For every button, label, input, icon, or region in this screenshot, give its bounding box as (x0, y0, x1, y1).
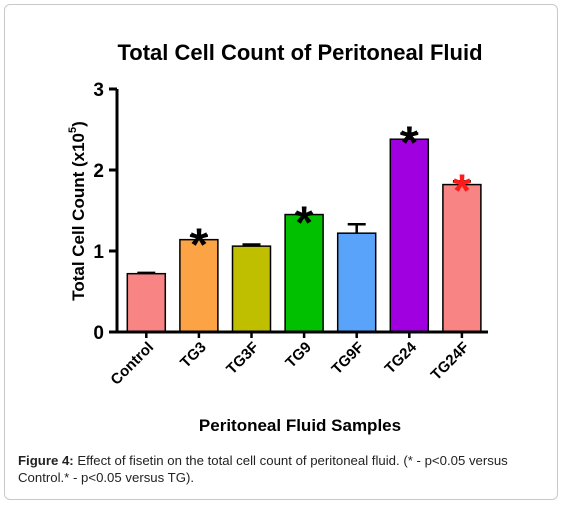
caption-text: Effect of fisetin on the total cell coun… (18, 453, 508, 485)
y-axis-label-close: ) (69, 121, 88, 127)
y-tick-label-2: 2 (93, 161, 104, 182)
y-tick-label-3: 3 (93, 80, 104, 101)
y-tick-label-0: 0 (93, 323, 104, 344)
significance-marker-TG9: * (295, 197, 313, 249)
bar-TG24 (389, 138, 430, 333)
x-tick-label-TG3F: TG3F (223, 339, 262, 378)
bar-TG3F (231, 245, 272, 333)
significance-marker-TG24F: * (453, 164, 471, 216)
y-axis-label-superscript: 5 (67, 127, 79, 133)
x-axis-label: Peritoneal Fluid Samples (199, 416, 401, 435)
y-axis-label: Total Cell Count (x105) (67, 121, 88, 301)
plot-area: Control * TG3 TG3F * TG9 TG9F * TG24 * TG24F 0 1 2 3 (93, 80, 488, 389)
caption-label: Figure 4: (18, 453, 74, 468)
significance-marker-TG24: * (400, 117, 418, 169)
x-tick-label-TG24: TG24 (382, 338, 421, 377)
bar-chart: Total Cell Count of Peritoneal Fluid Tot… (67, 40, 488, 435)
x-tick-label-TG9F: TG9F (328, 339, 367, 378)
y-tick-label-1: 1 (93, 242, 104, 263)
bar-Control (126, 272, 167, 333)
figure-caption: Figure 4: Effect of fisetin on the total… (18, 452, 548, 486)
x-tick-label-TG24F: TG24F (428, 339, 473, 384)
significance-marker-TG3: * (190, 219, 208, 271)
x-tick-label-Control: Control (107, 339, 157, 389)
bar-TG9F (336, 232, 377, 333)
y-axis-label-main: Total Cell Count (x10 (69, 133, 88, 301)
x-tick-label-TG3: TG3 (177, 339, 210, 372)
x-tick-label-TG9: TG9 (282, 339, 315, 372)
chart-title: Total Cell Count of Peritoneal Fluid (117, 40, 482, 65)
bar-TG24F (442, 183, 482, 333)
